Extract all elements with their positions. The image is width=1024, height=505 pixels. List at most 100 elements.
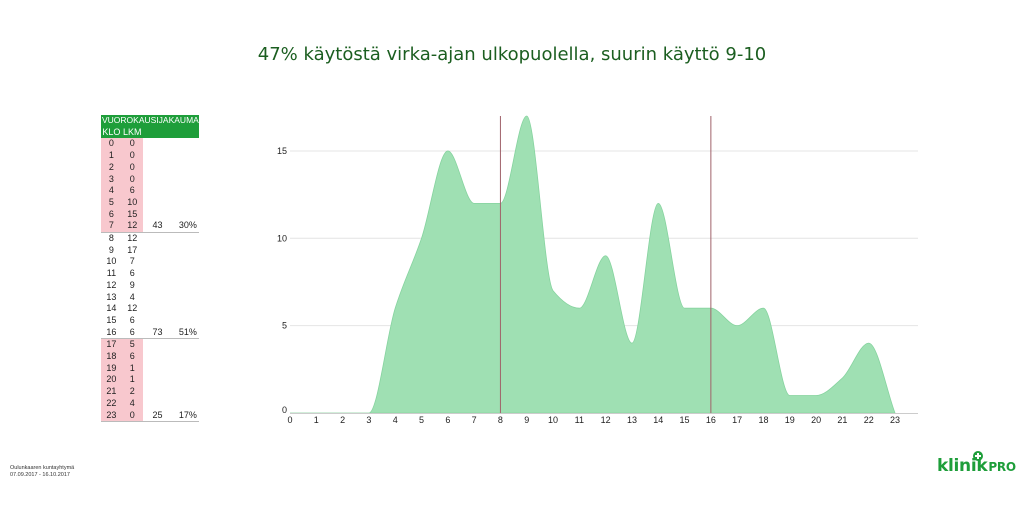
y-tick-label: 15 xyxy=(277,146,287,156)
cell-klo: 8 xyxy=(108,233,114,244)
cell-klo: 23 xyxy=(101,409,122,423)
column-header-sum xyxy=(142,126,166,139)
cell-lkm: 1 xyxy=(121,362,143,375)
table-row: 15 6 xyxy=(101,315,199,327)
cell-klo: 0 xyxy=(101,138,122,151)
table-row: 21 2 xyxy=(101,386,199,398)
cell-group-pct: 30% xyxy=(165,220,199,234)
x-tick-label: 23 xyxy=(890,415,900,425)
x-tick-label: 9 xyxy=(524,415,529,425)
area-series xyxy=(289,115,896,414)
cell-klo: 2 xyxy=(101,161,122,174)
table-row: 7 12 43 30% xyxy=(101,220,199,234)
cell-klo: 10 xyxy=(106,256,117,267)
table-title-row: VUOROKAUSIJAKAUMA xyxy=(101,115,199,127)
area-path xyxy=(289,115,896,414)
cell-klo: 3 xyxy=(101,173,122,186)
x-tick-label: 13 xyxy=(627,415,637,425)
cell-klo: 21 xyxy=(101,386,122,398)
x-tick-label: 1 xyxy=(314,415,319,425)
table-header-row: KLO LKM xyxy=(101,126,199,139)
cell-klo: 22 xyxy=(101,397,122,410)
cell-klo: 13 xyxy=(106,291,117,302)
x-tick-label: 3 xyxy=(366,415,371,425)
cell-klo: 11 xyxy=(106,268,117,279)
x-tick-label: 16 xyxy=(706,415,716,425)
table-row: 10 7 xyxy=(101,256,199,268)
x-tick-label: 18 xyxy=(758,415,768,425)
x-tick-label: 0 xyxy=(287,415,292,425)
cell-lkm: 10 xyxy=(121,196,143,209)
cell-lkm: 7 xyxy=(129,256,135,267)
cell-klo: 17 xyxy=(101,338,122,352)
cell-lkm: 12 xyxy=(121,220,143,234)
table-row: 14 12 xyxy=(101,303,199,315)
cell-klo: 5 xyxy=(101,196,122,209)
x-tick-label: 21 xyxy=(837,415,847,425)
cell-group-pct: 51% xyxy=(165,326,199,340)
cell-lkm: 6 xyxy=(129,268,135,279)
cell-klo: 14 xyxy=(106,303,117,314)
cell-klo: 19 xyxy=(101,362,122,375)
x-tick-label: 11 xyxy=(575,415,584,425)
cell-lkm: 12 xyxy=(127,303,138,314)
cell-lkm: 12 xyxy=(127,233,138,244)
x-tick-label: 22 xyxy=(864,415,874,425)
x-tick-label: 5 xyxy=(419,415,424,425)
cell-lkm: 9 xyxy=(129,279,135,290)
cell-klo: 16 xyxy=(101,326,122,340)
x-tick-label: 19 xyxy=(785,415,795,425)
logo-pro: PRO xyxy=(988,460,1016,474)
cell-lkm: 17 xyxy=(127,244,138,255)
cell-klo: 15 xyxy=(106,314,117,325)
cell-lkm: 2 xyxy=(121,386,143,398)
x-tick-label: 4 xyxy=(393,415,398,425)
cell-klo: 6 xyxy=(101,208,122,221)
column-header-pct xyxy=(165,126,199,139)
cell-lkm: 6 xyxy=(121,326,143,340)
table-row: 12 9 xyxy=(101,280,199,292)
cell-group-sum: 25 xyxy=(142,409,166,423)
cell-lkm: 1 xyxy=(121,374,143,387)
x-tick-label: 7 xyxy=(472,415,477,425)
x-tick-label: 15 xyxy=(680,415,690,425)
cell-lkm: 4 xyxy=(121,397,143,410)
klinik-pro-logo: klinikPRO xyxy=(937,451,1016,476)
cell-klo: 12 xyxy=(106,279,117,290)
cell-lkm: 0 xyxy=(121,150,143,162)
cell-group-sum: 43 xyxy=(142,220,166,234)
column-header-lkm: LKM xyxy=(121,126,143,139)
cell-lkm: 0 xyxy=(121,161,143,174)
cell-lkm: 0 xyxy=(121,138,143,151)
cell-group-sum: 73 xyxy=(142,326,166,340)
cell-lkm: 4 xyxy=(129,291,135,302)
cell-lkm: 5 xyxy=(121,338,143,352)
x-tick-label: 8 xyxy=(498,415,503,425)
footer-date-range: 07.09.2017 - 16.10.2017 xyxy=(10,472,70,478)
x-tick-label: 17 xyxy=(732,415,742,425)
x-tick-label: 12 xyxy=(601,415,611,425)
y-tick-label: 10 xyxy=(277,233,287,243)
table-row: 20 1 xyxy=(101,374,199,387)
hourly-distribution-table: VUOROKAUSIJAKAUMA KLO LKM 0 0 1 0 2 0 3 0 4 6 5 10 6… xyxy=(101,115,199,423)
cell-lkm: 6 xyxy=(121,185,143,197)
chart-title: 47% käytöstä virka-ajan ulkopuolella, su… xyxy=(257,44,767,65)
cell-klo: 20 xyxy=(101,374,122,387)
x-tick-label: 14 xyxy=(653,415,663,425)
cell-klo: 7 xyxy=(101,220,122,234)
x-tick-label: 10 xyxy=(548,415,558,425)
logo-text: klinik xyxy=(937,456,988,476)
cell-klo: 1 xyxy=(101,150,122,162)
cell-klo: 9 xyxy=(108,244,114,255)
table-row: 22 4 xyxy=(101,397,199,410)
table-row: 9 17 xyxy=(101,245,199,257)
plus-icon xyxy=(973,451,983,461)
table-row: 16 6 73 51% xyxy=(101,326,199,340)
cell-lkm: 0 xyxy=(121,409,143,423)
